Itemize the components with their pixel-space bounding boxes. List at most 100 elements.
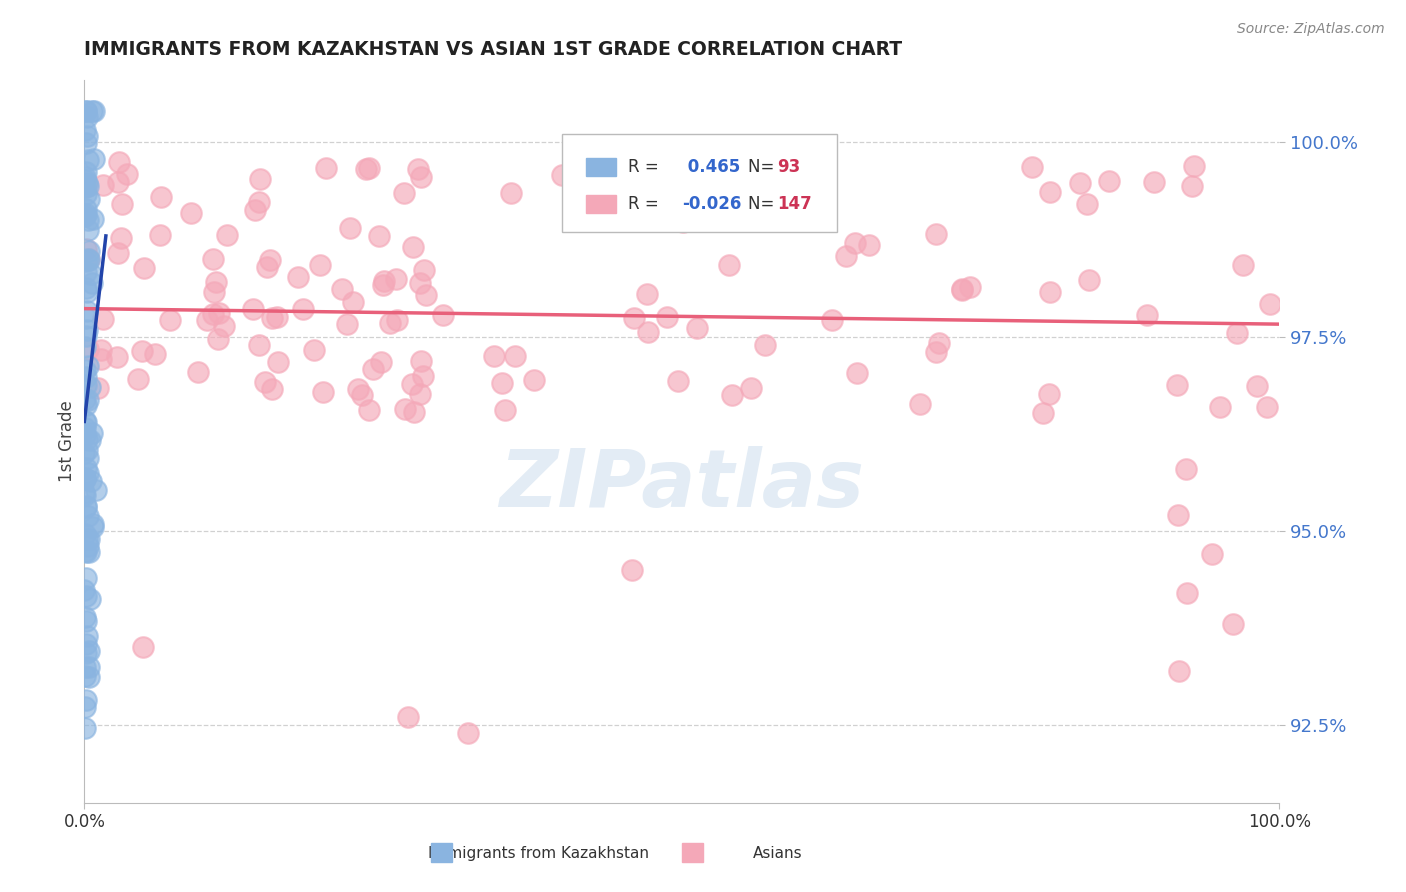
Point bbox=[413, 263, 436, 277]
Point bbox=[132, 261, 155, 276]
Point bbox=[392, 186, 415, 201]
Point bbox=[75, 281, 97, 295]
Text: Immigrants from Kazakhstan: Immigrants from Kazakhstan bbox=[427, 846, 650, 861]
Point bbox=[1181, 178, 1204, 193]
Point bbox=[79, 252, 101, 266]
Point bbox=[76, 176, 98, 190]
Point bbox=[83, 152, 105, 166]
Point bbox=[80, 276, 103, 290]
Point bbox=[73, 543, 96, 558]
Point bbox=[115, 167, 138, 181]
Point bbox=[623, 311, 645, 326]
FancyBboxPatch shape bbox=[586, 195, 616, 213]
Point bbox=[73, 428, 96, 442]
Point bbox=[371, 278, 394, 293]
Point bbox=[75, 545, 97, 559]
Point bbox=[159, 313, 181, 327]
Point bbox=[82, 517, 104, 532]
FancyBboxPatch shape bbox=[562, 135, 838, 232]
Point bbox=[207, 332, 229, 346]
Point bbox=[1069, 176, 1091, 190]
Point bbox=[499, 186, 522, 200]
Point bbox=[75, 104, 97, 119]
Point bbox=[336, 317, 359, 331]
Point bbox=[657, 310, 679, 324]
Point bbox=[287, 269, 309, 284]
Point bbox=[254, 376, 277, 390]
Point bbox=[77, 450, 100, 465]
Point bbox=[354, 162, 377, 177]
Point bbox=[1209, 400, 1232, 414]
Point bbox=[75, 164, 97, 178]
Point bbox=[908, 397, 931, 411]
Point bbox=[73, 486, 96, 500]
Point bbox=[77, 545, 100, 559]
Point bbox=[408, 387, 430, 401]
Point bbox=[242, 301, 264, 316]
Point bbox=[212, 318, 235, 333]
Point bbox=[309, 258, 332, 272]
Point bbox=[1021, 160, 1043, 174]
Point bbox=[131, 640, 153, 655]
Point bbox=[90, 351, 112, 366]
Point bbox=[754, 337, 776, 351]
Point bbox=[315, 161, 337, 175]
Text: Asians: Asians bbox=[752, 846, 803, 861]
Point bbox=[180, 206, 202, 220]
Point bbox=[247, 195, 270, 210]
Point bbox=[149, 228, 172, 243]
Point bbox=[75, 610, 97, 624]
Point bbox=[91, 178, 114, 193]
Text: N=: N= bbox=[748, 158, 779, 176]
Point bbox=[357, 403, 380, 417]
Point bbox=[551, 168, 574, 182]
Point bbox=[311, 384, 333, 399]
FancyBboxPatch shape bbox=[586, 158, 616, 176]
Point bbox=[75, 242, 97, 256]
Point bbox=[415, 287, 437, 301]
Point bbox=[352, 388, 374, 402]
Point bbox=[84, 483, 107, 498]
Point bbox=[394, 401, 416, 416]
Point bbox=[385, 272, 408, 286]
Point bbox=[928, 336, 950, 351]
Point bbox=[73, 700, 96, 714]
Point bbox=[75, 721, 97, 735]
Point bbox=[75, 253, 97, 268]
Point bbox=[373, 274, 395, 288]
Point bbox=[75, 104, 97, 119]
Point bbox=[75, 500, 97, 515]
Point bbox=[717, 258, 740, 272]
Point bbox=[357, 161, 380, 176]
Point bbox=[75, 329, 97, 343]
Point bbox=[1143, 175, 1166, 189]
Point bbox=[187, 365, 209, 379]
FancyBboxPatch shape bbox=[682, 843, 703, 862]
Point bbox=[76, 343, 98, 357]
Point bbox=[90, 343, 112, 357]
Point bbox=[259, 252, 281, 267]
Point bbox=[77, 508, 100, 523]
Point bbox=[721, 388, 744, 402]
Point bbox=[76, 303, 98, 318]
Point bbox=[107, 245, 129, 260]
Point bbox=[457, 726, 479, 740]
Point bbox=[75, 461, 97, 475]
Point bbox=[266, 310, 288, 325]
Text: -0.026: -0.026 bbox=[682, 195, 741, 213]
Point bbox=[1039, 285, 1062, 300]
Point bbox=[347, 382, 370, 396]
Point bbox=[75, 421, 97, 435]
Point bbox=[401, 377, 423, 392]
Point bbox=[1232, 258, 1254, 272]
Point bbox=[402, 240, 425, 254]
Point bbox=[75, 207, 97, 221]
Point bbox=[195, 313, 218, 327]
Point bbox=[75, 311, 97, 326]
Point bbox=[201, 307, 224, 321]
Point bbox=[1039, 185, 1062, 199]
Point bbox=[432, 308, 454, 322]
Point bbox=[740, 381, 762, 395]
Point bbox=[330, 282, 353, 296]
Text: 147: 147 bbox=[778, 195, 813, 213]
